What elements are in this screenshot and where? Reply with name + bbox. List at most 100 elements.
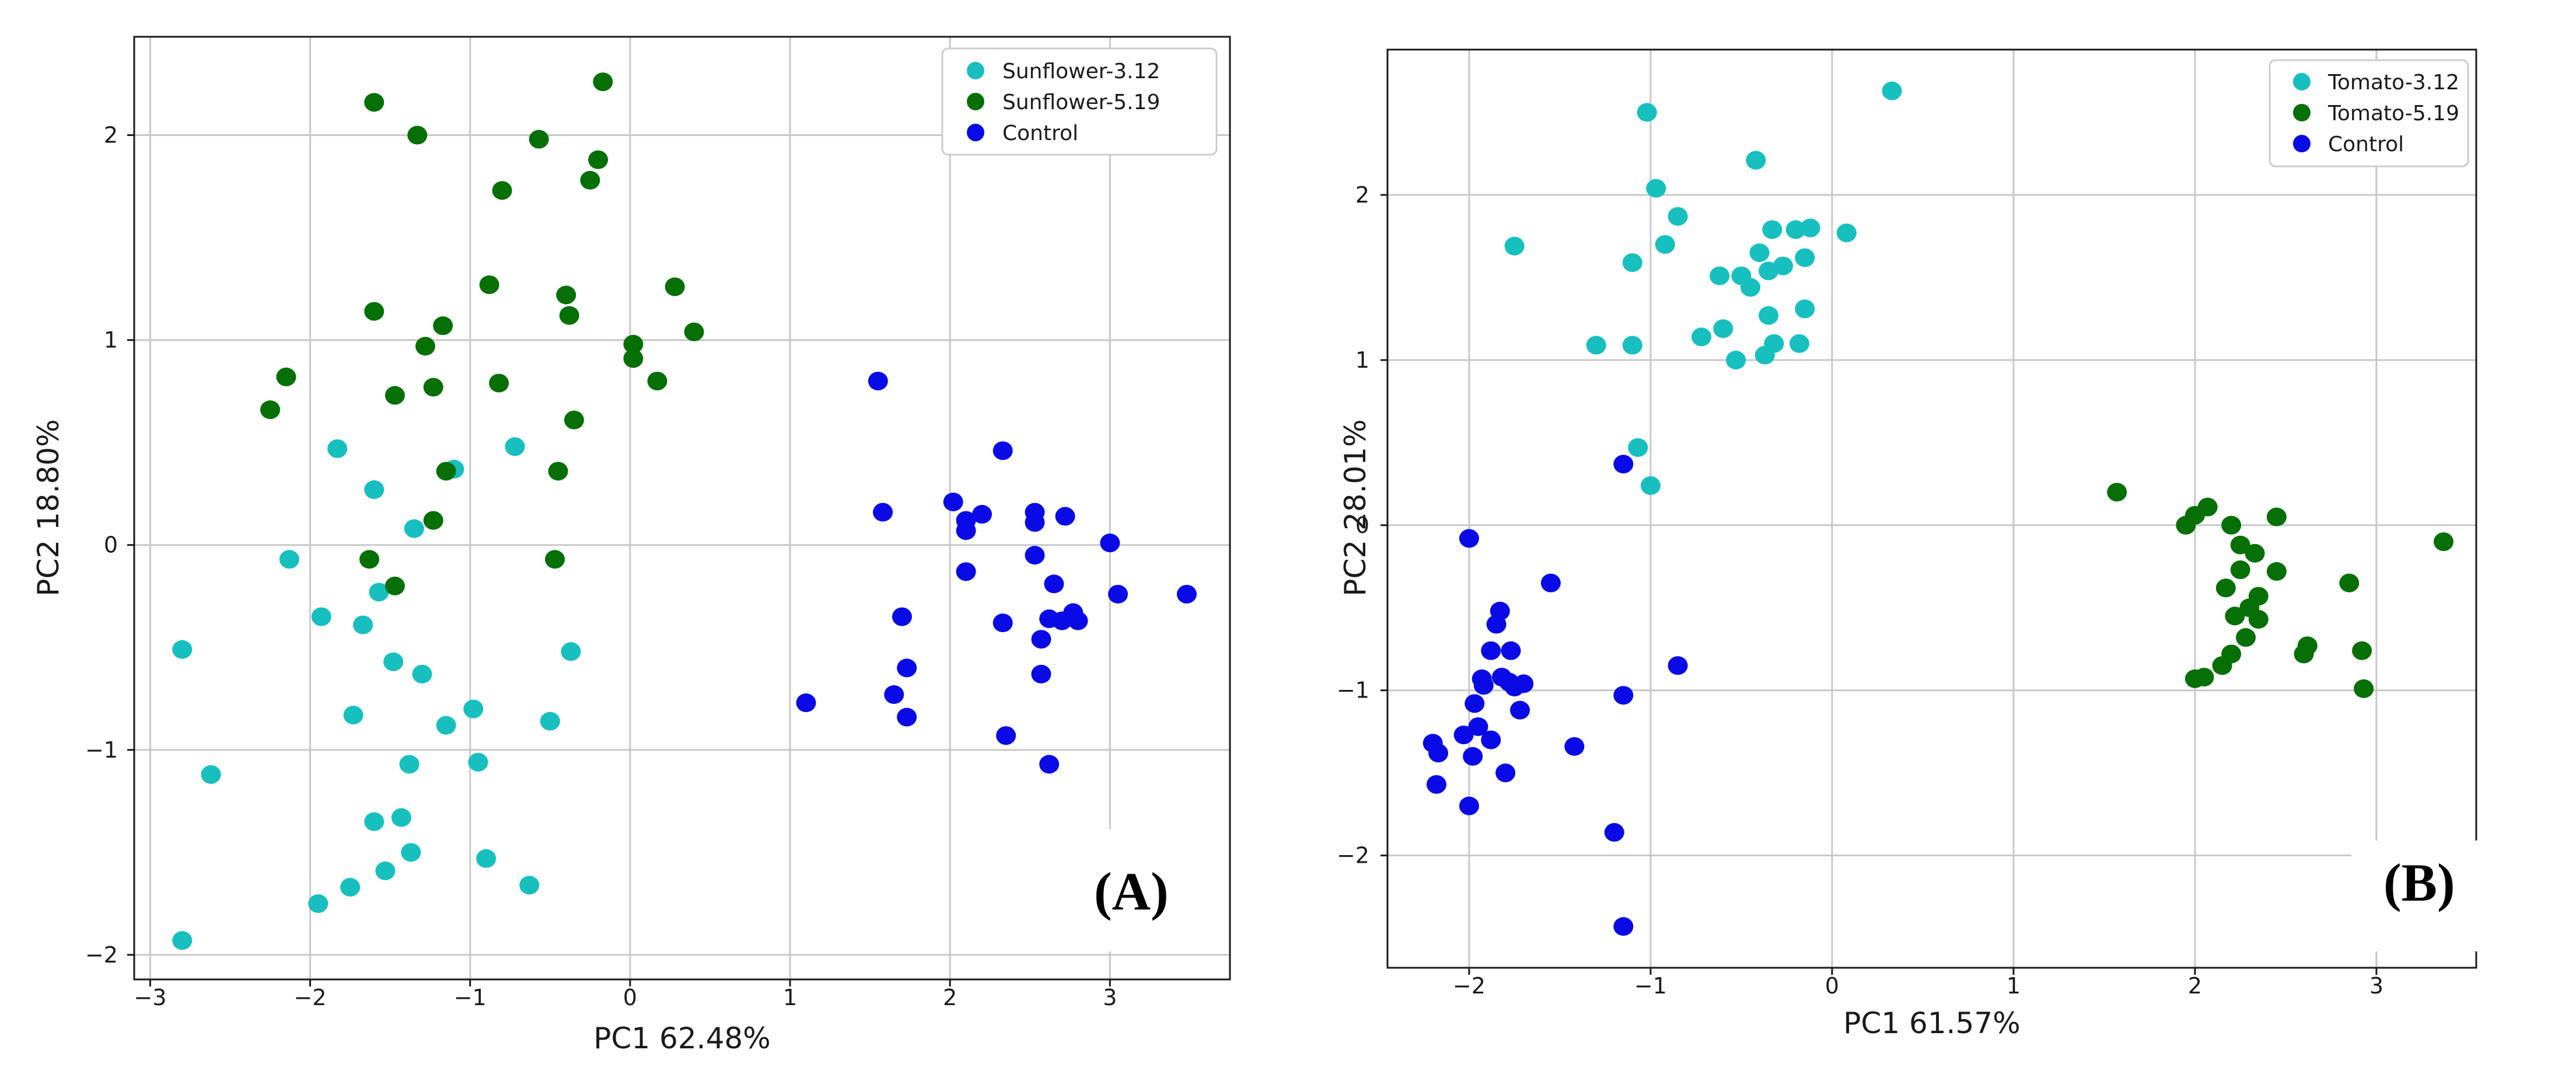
panel-a-point-sunflower-3-12: [311, 607, 331, 626]
panel-a-point-control: [992, 613, 1013, 633]
panel-a-point-control: [1068, 611, 1088, 630]
panel-a-legend-label-sunflower-519: Sunflower-5.19: [1002, 90, 1160, 114]
panel-a-point-sunflower-5-19: [359, 550, 380, 569]
panel-a-point-sunflower-5-19: [559, 306, 579, 325]
panel-b-legend-marker-tomato-519: [2293, 104, 2311, 121]
panel-a-point-sunflower-5-19: [623, 349, 644, 368]
panel-b-point-control: [1459, 796, 1479, 815]
panel-a-point-sunflower-5-19: [276, 367, 296, 386]
panel-a-point-sunflower-5-19: [545, 550, 565, 569]
panel-a-point-sunflower-5-19: [364, 302, 385, 321]
panel-b-point-tomato-5-19: [2221, 515, 2242, 535]
panel-a-legend-label-sunflower-312: Sunflower-3.12: [1002, 60, 1160, 83]
panel-b-point-tomato-3-12: [1795, 299, 1815, 319]
panel-b-point-control: [1463, 747, 1483, 766]
panel-b-point-control: [1564, 737, 1585, 756]
panel-a-point-control: [1176, 584, 1197, 604]
panel-b-point-tomato-3-12: [1691, 327, 1712, 347]
panel-a-point-control: [972, 505, 992, 524]
panel-a-point-sunflower-3-12: [404, 519, 424, 538]
panel-a-point-sunflower-5-19: [665, 277, 685, 297]
panel-a-point-sunflower-3-12: [375, 861, 396, 880]
panel-b-point-tomato-3-12: [1622, 253, 1642, 272]
panel-a-point-sunflower-5-19: [260, 400, 281, 419]
panel-b-y-tick-label: −1: [1337, 678, 1369, 703]
panel-a-point-sunflower-5-19: [564, 410, 584, 430]
panel-b-point-tomato-5-19: [2248, 587, 2269, 606]
panel-b-x-tick-label: 1: [2007, 973, 2021, 999]
panel-a-y-tick-label: −2: [85, 942, 118, 968]
panel-b-point-tomato-5-19: [2197, 497, 2218, 517]
panel-a-point-control: [956, 511, 976, 530]
panel-a-point-control: [943, 492, 963, 511]
panel-b-legend-marker-tomato-312: [2293, 73, 2311, 90]
panel-b-point-tomato-3-12: [1746, 151, 1766, 170]
panel-a-label-backdrop: [1059, 829, 1228, 951]
panel-a-point-sunflower-5-19: [407, 125, 428, 145]
panel-b-point-tomato-3-12: [1726, 350, 1746, 369]
panel-a-point-sunflower-5-19: [433, 316, 453, 336]
panel-a-point-sunflower-5-19: [556, 285, 576, 305]
panel-a-point-sunflower-5-19: [423, 378, 443, 397]
panel-b-point-tomato-5-19: [2107, 483, 2127, 502]
panel-a-point-control: [868, 371, 888, 390]
panel-b-xlabel: PC1 61.57%: [1843, 1006, 2020, 1040]
panel-b-point-tomato-3-12: [1749, 243, 1770, 262]
panel-b-point-tomato-3-12: [1740, 278, 1760, 297]
panel-b-point-tomato-3-12: [1800, 218, 1820, 238]
panel-a-y-tick-label: 2: [104, 123, 118, 148]
panel-b-point-control: [1426, 775, 1446, 794]
panel-b-legend-marker-control: [2293, 135, 2311, 152]
panel-b-points: [1422, 81, 2454, 936]
panel-a-point-control: [897, 707, 917, 727]
panel-b-point-tomato-3-12: [1622, 336, 1642, 355]
panel-b-point-control: [1613, 686, 1634, 705]
panel-b-point-tomato-3-12: [1710, 266, 1730, 285]
panel-a-point-sunflower-3-12: [383, 652, 404, 671]
panel-a-y-tick-label: 1: [104, 327, 118, 353]
panel-b-point-tomato-3-12: [1655, 235, 1675, 254]
panel-a-x-tick-label: −2: [294, 985, 327, 1010]
panel-b-point-tomato-3-12: [1637, 103, 1657, 122]
panel-b-legend-label-control: Control: [2328, 132, 2404, 156]
panel-a-point-sunflower-3-12: [399, 755, 420, 774]
panel-a-point-sunflower-3-12: [353, 615, 373, 634]
panel-a-point-sunflower-3-12: [340, 878, 361, 897]
panel-b-point-control: [1481, 730, 1501, 749]
panel-a-point-sunflower-3-12: [364, 480, 385, 499]
panel-b-point-tomato-3-12: [1713, 319, 1733, 339]
panel-a-label: (A): [1094, 862, 1169, 921]
panel-b-point-control: [1668, 656, 1688, 675]
panel-a-point-sunflower-3-12: [401, 843, 421, 862]
panel-a-point-sunflower-3-12: [476, 849, 497, 868]
panel-b-point-tomato-3-12: [1764, 334, 1784, 353]
panel-b-point-tomato-3-12: [1628, 438, 1648, 457]
panel-a-legend-label-control: Control: [1002, 121, 1078, 145]
panel-a-point-sunflower-3-12: [201, 765, 221, 784]
panel-a-point-sunflower-3-12: [327, 439, 348, 458]
panel-a-point-sunflower-5-19: [436, 462, 456, 481]
panel-b-point-tomato-5-19: [2354, 679, 2374, 698]
panel-a-point-control: [1108, 584, 1128, 604]
panel-b-point-tomato-5-19: [2230, 535, 2250, 555]
panel-b-point-control: [1604, 823, 1624, 842]
panel-b-x-tick-label: −2: [1453, 973, 1486, 999]
panel-a-point-control: [884, 685, 904, 704]
panel-a-x-tick-label: 3: [1103, 985, 1117, 1010]
panel-a-point-sunflower-3-12: [519, 876, 540, 895]
panel-a-point-sunflower-5-19: [385, 576, 405, 595]
panel-b-label-backdrop: [2351, 841, 2497, 951]
panel-a-ticks: −3 −2 −1 0 1 2 3 −2 −1 0 1 2: [85, 123, 1117, 1010]
panel-b-point-tomato-3-12: [1759, 306, 1779, 325]
panel-b-point-tomato-3-12: [1640, 476, 1661, 495]
panel-b-ticks: −2 −1 0 1 2 3 −2 −1 0 1 2: [1337, 182, 2383, 999]
panel-a-legend-marker-sunflower-519: [967, 93, 984, 110]
panel-a-point-control: [992, 441, 1013, 461]
panel-b-y-tick-label: 1: [1355, 347, 1369, 373]
panel-a-point-sunflower-5-19: [588, 150, 609, 169]
panel-b-point-control: [1501, 641, 1521, 660]
panel-b-point-control: [1613, 455, 1634, 474]
panel-a-point-control: [796, 693, 816, 713]
